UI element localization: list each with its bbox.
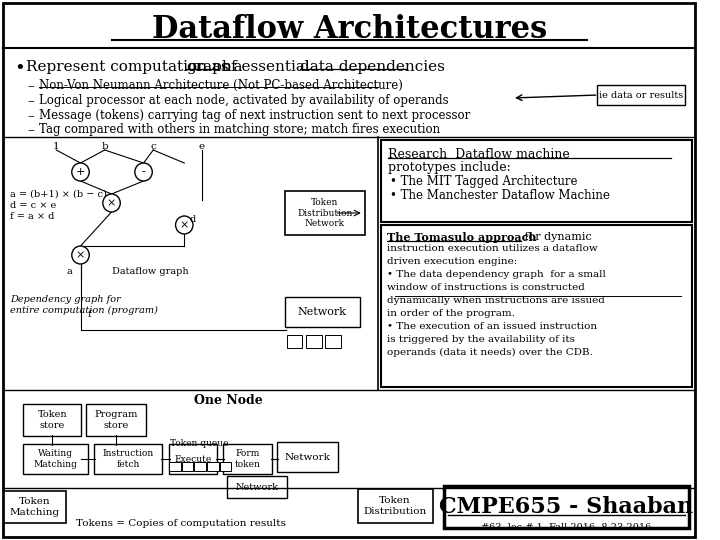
Text: ×: × xyxy=(76,250,85,260)
Text: f = a × d: f = a × d xyxy=(9,212,54,221)
Text: Token
Matching: Token Matching xyxy=(10,497,60,517)
Text: #63  lec # 1  Fall 2016  8-23-2016: #63 lec # 1 Fall 2016 8-23-2016 xyxy=(481,523,652,532)
Text: dynamically when instructions are issued: dynamically when instructions are issued xyxy=(387,296,605,305)
FancyBboxPatch shape xyxy=(277,442,338,472)
Text: a: a xyxy=(67,267,73,276)
Text: Program
store: Program store xyxy=(95,410,138,430)
Text: Tokens = Copies of computation results: Tokens = Copies of computation results xyxy=(76,519,286,529)
Text: graph: graph xyxy=(186,60,232,74)
FancyBboxPatch shape xyxy=(194,462,206,470)
Text: • The data dependency graph  for a small: • The data dependency graph for a small xyxy=(387,270,606,279)
Text: Execute: Execute xyxy=(174,455,212,463)
Text: Tag compared with others in matching store; match fires execution: Tag compared with others in matching sto… xyxy=(39,123,440,136)
Text: Non-Von Neumann Architecture (Not PC-based Architecture): Non-Von Neumann Architecture (Not PC-bas… xyxy=(39,79,402,92)
Text: • The execution of an issued instruction: • The execution of an issued instruction xyxy=(387,322,597,331)
FancyBboxPatch shape xyxy=(306,334,322,348)
Text: –: – xyxy=(27,123,34,137)
FancyBboxPatch shape xyxy=(227,476,287,498)
Text: Token
store: Token store xyxy=(37,410,67,430)
FancyBboxPatch shape xyxy=(598,85,685,105)
Text: Token
Distribution: Token Distribution xyxy=(363,496,426,516)
FancyBboxPatch shape xyxy=(94,444,162,474)
FancyBboxPatch shape xyxy=(23,444,89,474)
Text: • The MIT Tagged Architecture: • The MIT Tagged Architecture xyxy=(390,175,577,188)
Text: Dependency graph for
entire computation (program): Dependency graph for entire computation … xyxy=(9,295,158,314)
Text: window of instructions is constructed: window of instructions is constructed xyxy=(387,283,585,292)
FancyBboxPatch shape xyxy=(381,140,691,222)
Text: d = c × e: d = c × e xyxy=(9,201,56,210)
Text: Network: Network xyxy=(235,483,279,491)
Text: •: • xyxy=(14,60,25,78)
Text: instruction execution utilizes a dataflow: instruction execution utilizes a dataflo… xyxy=(387,244,598,253)
Text: Message (tokens) carrying tag of next instruction sent to next processor: Message (tokens) carrying tag of next in… xyxy=(39,109,470,122)
Text: c: c xyxy=(150,142,156,151)
FancyBboxPatch shape xyxy=(168,444,217,474)
Text: is triggered by the availability of its: is triggered by the availability of its xyxy=(387,335,575,344)
Text: driven execution engine:: driven execution engine: xyxy=(387,257,517,266)
Text: Network: Network xyxy=(297,307,346,317)
Text: Represent computation as a: Represent computation as a xyxy=(26,60,248,74)
Text: CMPE655 - Shaaban: CMPE655 - Shaaban xyxy=(439,496,693,518)
Text: –: – xyxy=(27,109,34,123)
FancyBboxPatch shape xyxy=(86,404,146,436)
FancyBboxPatch shape xyxy=(223,444,271,474)
Text: One Node: One Node xyxy=(194,394,262,407)
Text: e: e xyxy=(199,142,204,151)
FancyBboxPatch shape xyxy=(285,191,365,235)
Text: Form
token: Form token xyxy=(235,449,260,469)
Text: –: – xyxy=(27,79,34,93)
FancyBboxPatch shape xyxy=(23,404,81,436)
Text: operands (data it needs) over the CDB.: operands (data it needs) over the CDB. xyxy=(387,348,593,357)
FancyBboxPatch shape xyxy=(287,334,302,348)
Text: Logical processor at each node, activated by availability of operands: Logical processor at each node, activate… xyxy=(39,94,449,107)
FancyBboxPatch shape xyxy=(358,489,433,523)
Circle shape xyxy=(72,163,89,181)
Circle shape xyxy=(103,194,120,212)
Text: Network: Network xyxy=(284,453,330,462)
FancyBboxPatch shape xyxy=(285,297,360,327)
FancyBboxPatch shape xyxy=(444,486,688,528)
Text: of essential: of essential xyxy=(217,60,315,74)
Text: Research  Dataflow machine: Research Dataflow machine xyxy=(388,148,570,161)
Text: for dynamic: for dynamic xyxy=(521,232,592,242)
Text: ×: × xyxy=(107,198,116,208)
Text: • The Manchester Dataflow Machine: • The Manchester Dataflow Machine xyxy=(390,189,610,202)
Text: Waiting
Matching: Waiting Matching xyxy=(34,449,78,469)
Circle shape xyxy=(72,246,89,264)
Text: a = (b+1) × (b − c): a = (b+1) × (b − c) xyxy=(9,190,107,199)
FancyBboxPatch shape xyxy=(325,334,341,348)
Circle shape xyxy=(135,163,152,181)
FancyBboxPatch shape xyxy=(4,491,66,523)
Text: -: - xyxy=(142,167,145,177)
Text: d: d xyxy=(189,215,195,224)
Text: f: f xyxy=(87,310,91,319)
FancyBboxPatch shape xyxy=(169,462,181,470)
Text: ×: × xyxy=(179,220,189,230)
Text: –: – xyxy=(27,94,34,108)
Text: Instruction
fetch: Instruction fetch xyxy=(102,449,153,469)
Text: in order of the program.: in order of the program. xyxy=(387,309,515,318)
Text: The Tomasulo approach: The Tomasulo approach xyxy=(387,232,536,243)
Text: Token
Distribution
Network: Token Distribution Network xyxy=(297,198,353,228)
Circle shape xyxy=(176,216,193,234)
Text: +: + xyxy=(76,167,85,177)
Text: ie data or results: ie data or results xyxy=(599,91,683,99)
Text: b: b xyxy=(102,142,108,151)
FancyBboxPatch shape xyxy=(381,225,691,387)
FancyBboxPatch shape xyxy=(220,462,231,470)
Text: Token queue: Token queue xyxy=(170,439,228,448)
Text: prototypes include:: prototypes include: xyxy=(388,161,510,174)
FancyBboxPatch shape xyxy=(182,462,194,470)
Text: data dependencies: data dependencies xyxy=(300,60,445,74)
FancyBboxPatch shape xyxy=(207,462,219,470)
Text: Dataflow graph: Dataflow graph xyxy=(112,267,189,276)
Text: 1: 1 xyxy=(53,142,60,151)
Text: Dataflow Architectures: Dataflow Architectures xyxy=(151,15,546,45)
